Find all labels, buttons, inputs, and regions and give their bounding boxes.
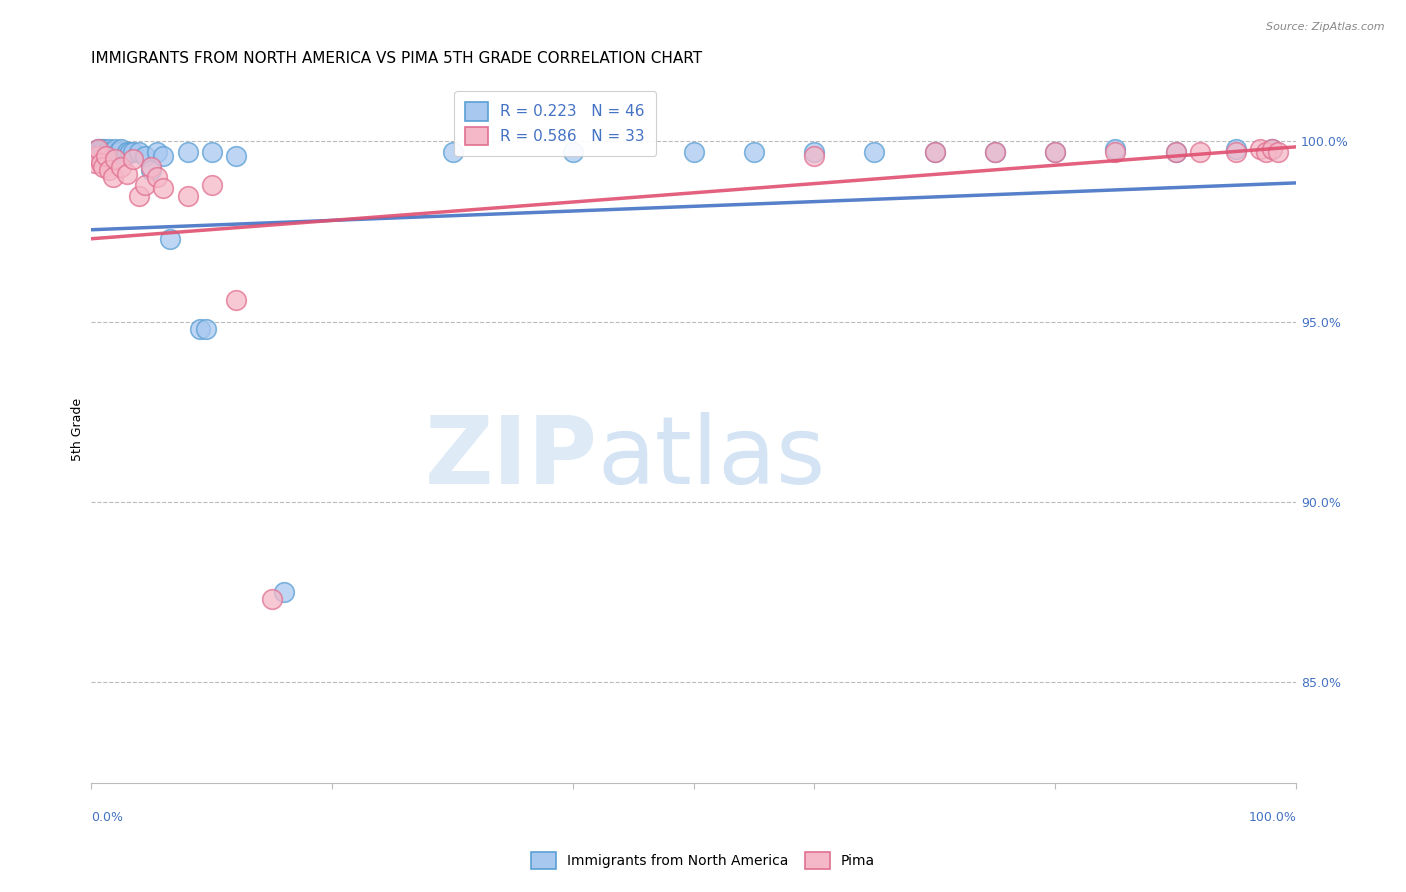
- Point: [194, 322, 217, 336]
- Point: [96, 145, 118, 160]
- Point: [117, 167, 139, 181]
- Point: [91, 149, 114, 163]
- Point: [101, 170, 124, 185]
- Point: [134, 149, 156, 163]
- Point: [87, 142, 110, 156]
- Point: [128, 188, 150, 202]
- Point: [91, 160, 114, 174]
- Point: [1104, 142, 1126, 156]
- Point: [682, 145, 704, 160]
- Point: [562, 145, 585, 160]
- Point: [176, 145, 198, 160]
- Point: [98, 163, 121, 178]
- Point: [1043, 145, 1066, 160]
- Point: [114, 149, 136, 163]
- Point: [146, 145, 169, 160]
- Point: [188, 322, 211, 336]
- Point: [86, 145, 108, 160]
- Point: [260, 592, 283, 607]
- Point: [1261, 142, 1284, 156]
- Point: [101, 145, 124, 160]
- Point: [100, 145, 122, 160]
- Point: [225, 293, 247, 307]
- Point: [441, 145, 464, 160]
- Legend: Immigrants from North America, Pima: Immigrants from North America, Pima: [526, 847, 880, 874]
- Point: [83, 156, 105, 170]
- Point: [83, 145, 105, 160]
- Point: [86, 149, 108, 163]
- Text: atlas: atlas: [598, 412, 825, 504]
- Point: [803, 149, 825, 163]
- Point: [924, 145, 946, 160]
- Point: [90, 156, 112, 170]
- Point: [159, 232, 181, 246]
- Point: [742, 145, 765, 160]
- Point: [803, 145, 825, 160]
- Point: [152, 149, 174, 163]
- Point: [128, 145, 150, 160]
- Point: [984, 145, 1007, 160]
- Point: [97, 149, 120, 163]
- Point: [93, 142, 115, 156]
- Point: [924, 145, 946, 160]
- Point: [201, 178, 224, 192]
- Point: [1043, 145, 1066, 160]
- Point: [1261, 142, 1284, 156]
- Point: [122, 153, 145, 167]
- Point: [273, 585, 295, 599]
- Point: [201, 145, 224, 160]
- Point: [152, 181, 174, 195]
- Point: [94, 145, 117, 160]
- Point: [91, 145, 114, 160]
- Point: [1164, 145, 1187, 160]
- Point: [107, 145, 129, 160]
- Point: [984, 145, 1007, 160]
- Point: [117, 145, 139, 160]
- Point: [89, 149, 111, 163]
- Point: [110, 160, 132, 174]
- Legend: R = 0.223   N = 46, R = 0.586   N = 33: R = 0.223 N = 46, R = 0.586 N = 33: [454, 91, 655, 156]
- Point: [118, 145, 141, 160]
- Text: 0.0%: 0.0%: [91, 811, 124, 824]
- Point: [1249, 142, 1271, 156]
- Point: [110, 142, 132, 156]
- Point: [94, 149, 117, 163]
- Text: 100.0%: 100.0%: [1249, 811, 1296, 824]
- Point: [104, 142, 127, 156]
- Point: [87, 142, 110, 156]
- Text: IMMIGRANTS FROM NORTH AMERICA VS PIMA 5TH GRADE CORRELATION CHART: IMMIGRANTS FROM NORTH AMERICA VS PIMA 5T…: [91, 51, 703, 66]
- Point: [141, 160, 163, 174]
- Point: [1104, 145, 1126, 160]
- Point: [1225, 142, 1247, 156]
- Point: [1188, 145, 1211, 160]
- Text: Source: ZipAtlas.com: Source: ZipAtlas.com: [1267, 22, 1385, 32]
- Point: [104, 153, 127, 167]
- Point: [141, 163, 163, 178]
- Point: [1225, 145, 1247, 160]
- Point: [146, 170, 169, 185]
- Point: [98, 142, 121, 156]
- Point: [122, 145, 145, 160]
- Point: [90, 142, 112, 156]
- Text: ZIP: ZIP: [425, 412, 598, 504]
- Y-axis label: 5th Grade: 5th Grade: [72, 398, 84, 461]
- Point: [863, 145, 886, 160]
- Point: [176, 188, 198, 202]
- Point: [1267, 145, 1289, 160]
- Point: [225, 149, 247, 163]
- Point: [1164, 145, 1187, 160]
- Point: [1254, 145, 1277, 160]
- Point: [134, 178, 156, 192]
